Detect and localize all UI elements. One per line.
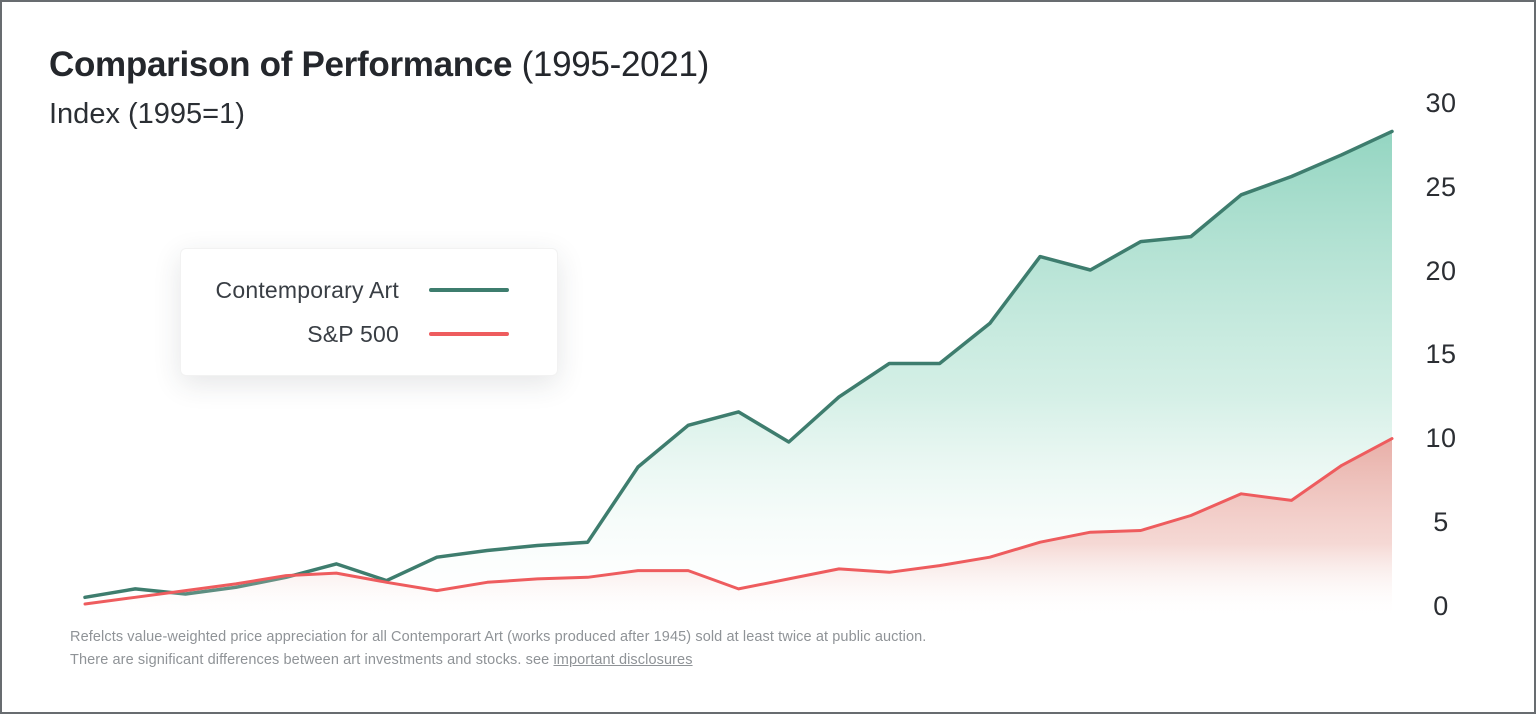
legend-card: Contemporary Art S&P 500 <box>180 248 558 376</box>
plot-area <box>83 129 1394 614</box>
y-tick: 25 <box>1425 171 1457 202</box>
page-title-range: (1995-2021) <box>512 45 710 84</box>
legend-row-contemporary-art: Contemporary Art <box>181 277 509 304</box>
footnote-line2: There are significant differences betwee… <box>70 649 926 672</box>
y-tick: 15 <box>1425 339 1457 370</box>
legend-row-sp500: S&P 500 <box>181 321 509 348</box>
page-title-main: Comparison of Performance <box>49 45 513 84</box>
contemporary-art-area <box>85 131 1392 614</box>
y-axis: 30 25 20 15 10 5 0 <box>1414 88 1468 621</box>
legend-swatch <box>429 332 509 336</box>
y-tick: 10 <box>1425 423 1457 454</box>
y-tick: 5 <box>1433 507 1449 538</box>
title-block: Comparison of Performance (1995-2021) In… <box>49 42 709 132</box>
sp500-area <box>85 438 1392 614</box>
y-tick: 20 <box>1425 255 1457 286</box>
legend-label: Contemporary Art <box>215 276 399 303</box>
disclosures-link[interactable]: important disclosures <box>553 652 693 668</box>
chart-canvas <box>83 129 1394 614</box>
footnote: Refelcts value-weighted price appreciati… <box>70 626 926 672</box>
footnote-line1: Refelcts value-weighted price appreciati… <box>70 629 927 645</box>
contemporary-art-line <box>83 129 1394 600</box>
y-tick: 30 <box>1425 88 1457 118</box>
legend-label: S&P 500 <box>307 320 399 347</box>
page-subtitle: Index (1995=1) <box>49 97 245 130</box>
footnote-line2-text: There are significant differences betwee… <box>70 652 554 668</box>
legend-swatch <box>429 288 509 292</box>
sp500-line <box>83 437 1394 606</box>
page-title: Comparison of Performance (1995-2021) <box>49 42 709 88</box>
y-tick: 0 <box>1433 590 1449 621</box>
